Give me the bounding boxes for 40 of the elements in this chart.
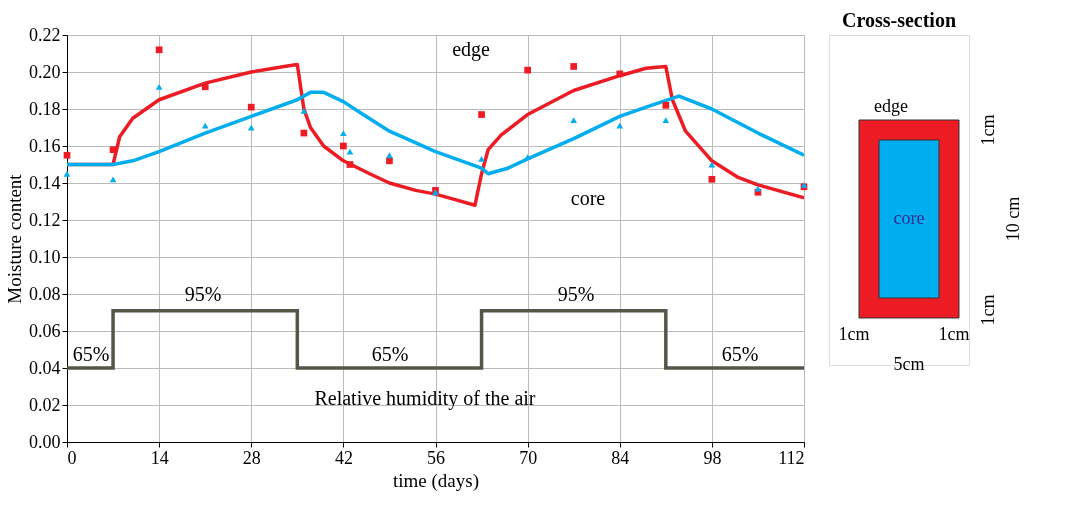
text: 1cm xyxy=(938,324,970,344)
annotation: 65% xyxy=(721,343,759,365)
annotation: Relative humidity of the air xyxy=(314,387,536,410)
y-tick-label: 0.12 xyxy=(29,209,61,230)
annotation: 95% xyxy=(184,283,222,305)
y-tick-label: 0.20 xyxy=(29,61,61,82)
text: edge xyxy=(874,96,908,116)
x-tick-label: 0 xyxy=(67,447,77,468)
annotation: 95% xyxy=(557,283,595,305)
text: 5cm xyxy=(893,354,925,374)
x-tick-label: 56 xyxy=(427,447,445,468)
x-tick-label: 42 xyxy=(334,447,353,468)
text: 1cm xyxy=(978,294,998,326)
y-tick-label: 0.18 xyxy=(29,98,61,119)
x-tick-label: 14 xyxy=(150,447,169,468)
x-tick-label: 28 xyxy=(242,447,261,468)
y-tick-label: 0.02 xyxy=(29,394,61,415)
annotation: 65% xyxy=(72,343,110,365)
x-tick-label: 98 xyxy=(703,447,722,468)
y-tick-label: 0.00 xyxy=(29,431,61,452)
y-tick-label: 0.04 xyxy=(29,357,61,378)
text: core xyxy=(893,208,925,228)
y-tick-label: 0.22 xyxy=(29,24,61,45)
text: Cross-section xyxy=(841,9,957,31)
y-tick-label: 0.06 xyxy=(29,320,61,341)
annotation: 65% xyxy=(371,343,409,365)
y-tick-label: 0.10 xyxy=(29,246,61,267)
x-tick-label: 84 xyxy=(611,447,630,468)
text: 1cm xyxy=(838,324,870,344)
y-tick-label: 0.08 xyxy=(29,283,61,304)
text: 10 cm xyxy=(1003,196,1023,242)
annotation: core xyxy=(570,187,606,209)
x-axis-title: time (days) xyxy=(392,469,480,492)
y-tick-label: 0.16 xyxy=(29,135,61,156)
y-tick-label: 0.14 xyxy=(29,172,61,193)
x-tick-label: 70 xyxy=(519,447,538,468)
x-tick-label: 112 xyxy=(778,447,805,468)
annotation: edge xyxy=(452,38,490,61)
y-axis-title: Moisture content xyxy=(4,173,25,304)
text: 1cm xyxy=(978,114,998,146)
